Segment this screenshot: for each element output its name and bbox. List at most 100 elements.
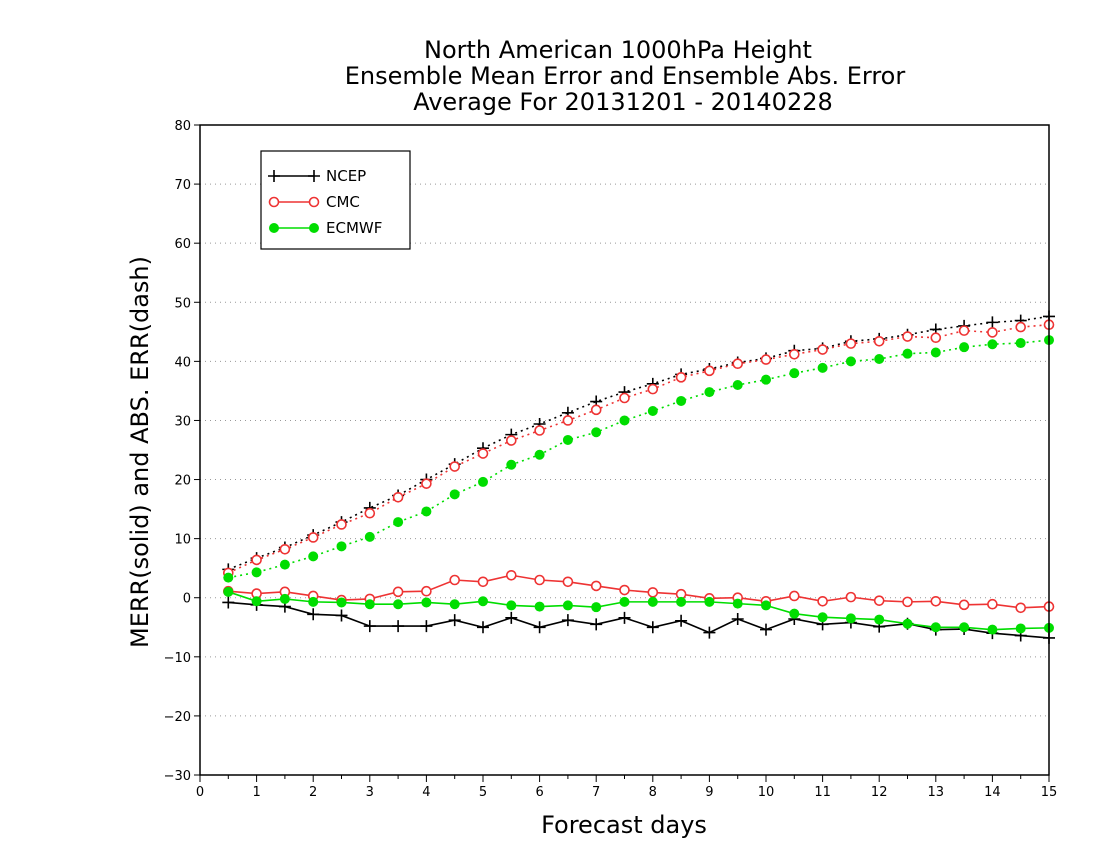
ncep-abs-err-point: [986, 316, 999, 329]
cmc-merr-point: [477, 576, 489, 588]
ecmwf-abs-err-point: [449, 489, 460, 500]
cmc-merr-point: [902, 596, 913, 608]
cmc-merr-point: [987, 598, 998, 610]
ecmwf-abs-err-point: [987, 339, 998, 350]
ecmwf-merr-point: [647, 596, 658, 607]
ecmwf-abs-err-point: [761, 374, 771, 385]
ncep-merr-point: [392, 620, 405, 633]
ncep-merr-point: [675, 614, 688, 627]
ecmwf-abs-err-point: [421, 506, 432, 517]
legend-marker-ncep: [268, 170, 280, 182]
ncep-merr-point: [363, 620, 376, 633]
cmc-merr-point: [421, 585, 432, 597]
series-cmc: [223, 319, 1055, 614]
cmc-merr-point: [534, 574, 545, 586]
cmc-abs-err-point: [364, 507, 376, 519]
cmc-abs-err-point: [562, 415, 574, 426]
cmc-abs-err-point: [732, 358, 744, 370]
chart-title-line-2: Ensemble Mean Error and Ensemble Abs. Er…: [345, 62, 906, 90]
y-tick-label: 30: [174, 414, 191, 429]
ecmwf-abs-err-point: [874, 354, 885, 364]
ecmwf-abs-err-point: [562, 434, 573, 445]
y-tick-label: −10: [164, 651, 191, 666]
ecmwf-abs-err-point: [506, 459, 517, 470]
x-tick-label: 7: [592, 785, 600, 800]
ecmwf-merr-point: [251, 596, 262, 607]
ncep-merr-point: [307, 608, 320, 621]
ecmwf-abs-err-point: [902, 348, 913, 359]
ecmwf-merr-point: [279, 593, 290, 604]
ncep-merr-point: [618, 611, 631, 624]
legend-label-cmc: CMC: [326, 193, 360, 211]
legend-label-ncep: NCEP: [326, 167, 366, 185]
ecmwf-merr-point: [364, 599, 375, 610]
cmc-abs-err-point: [958, 325, 970, 336]
ecmwf-merr-point: [336, 597, 347, 608]
ecmwf-abs-err-point: [817, 362, 828, 373]
ecmwf-merr-point: [308, 596, 319, 607]
ecmwf-merr-point: [478, 596, 488, 607]
cmc-abs-err-point: [987, 327, 998, 338]
ncep-merr-point: [505, 611, 518, 624]
chart-title-line-1: North American 1000hPa Height: [424, 36, 812, 64]
x-tick-label: 10: [758, 785, 775, 800]
ecmwf-abs-err-point: [336, 541, 347, 552]
x-tick-label: 1: [252, 785, 260, 800]
y-tick-label: −20: [164, 710, 191, 725]
cmc-merr-point: [590, 580, 602, 592]
ecmwf-abs-err-point: [930, 347, 941, 358]
cmc-abs-err-point: [902, 331, 913, 342]
ecmwf-merr-point: [591, 602, 602, 613]
y-tick-label: 0: [183, 592, 191, 607]
ecmwf-merr-point: [704, 596, 715, 607]
ecmwf-abs-err-point: [959, 342, 970, 353]
ncep-merr-point: [335, 609, 348, 622]
x-tick-label: 2: [309, 785, 317, 800]
cmc-merr-point: [449, 574, 461, 586]
ecmwf-merr-point: [987, 624, 998, 635]
ecmwf-merr-point: [534, 601, 545, 612]
plot-series: [222, 310, 1055, 644]
ncep-merr-point: [448, 614, 461, 627]
ecmwf-merr-point: [562, 600, 573, 611]
x-tick-label: 13: [928, 785, 945, 800]
ecmwf-merr-point: [449, 599, 460, 610]
cmc-abs-err-point: [817, 344, 828, 355]
cmc-abs-err-point: [647, 383, 659, 395]
y-axis-label: MERR(solid) and ABS. ERR(dash): [126, 256, 154, 648]
cmc-merr-point: [817, 595, 828, 607]
cmc-merr-point: [562, 576, 574, 588]
ecmwf-abs-err-point: [251, 567, 262, 578]
cmc-abs-err-point: [279, 543, 291, 555]
legend-box: [260, 150, 411, 250]
ncep-merr-point: [222, 596, 235, 609]
x-tick-label: 5: [479, 785, 487, 800]
x-tick-label: 9: [705, 785, 713, 800]
ecmwf-merr-point: [393, 599, 404, 610]
ecmwf-abs-err-point: [393, 517, 404, 528]
cmc-abs-err-point: [336, 519, 347, 530]
y-tick-label: 60: [174, 237, 191, 252]
ecmwf-merr-point: [789, 608, 800, 619]
x-axis-label: Forecast days: [541, 811, 707, 839]
ncep-merr-point: [420, 620, 433, 633]
y-tick-label: 10: [174, 533, 191, 548]
x-tick-label: 6: [535, 785, 543, 800]
x-tick-label: 8: [649, 785, 657, 800]
ecmwf-merr-point: [902, 618, 913, 629]
cmc-abs-err-line: [227, 323, 1050, 574]
y-tick-label: 20: [174, 474, 191, 489]
ecmwf-abs-err-line: [228, 339, 1050, 579]
cmc-merr-point: [845, 591, 857, 603]
cmc-abs-err-point: [873, 335, 885, 347]
cmc-abs-err-point: [534, 425, 545, 436]
x-tick-label: 0: [196, 785, 204, 800]
ecmwf-abs-err-point: [676, 395, 687, 406]
ecmwf-merr-point: [959, 622, 970, 633]
cmc-merr-point: [392, 586, 404, 598]
ecmwf-merr-point: [1015, 623, 1026, 634]
cmc-abs-err-point: [307, 532, 319, 543]
x-tick-label: 14: [984, 785, 1001, 800]
